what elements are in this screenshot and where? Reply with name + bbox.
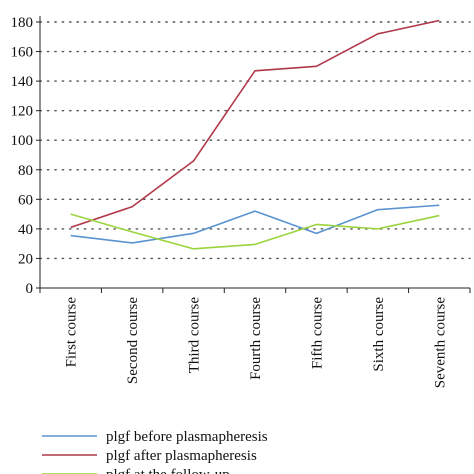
y-tick-label: 160 — [11, 45, 34, 61]
x-tick-label: Second course — [125, 297, 141, 384]
y-tick-label: 80 — [18, 163, 33, 179]
y-tick-label: 20 — [18, 251, 33, 267]
y-tick-label: 0 — [26, 281, 34, 297]
x-tick-label: Third course — [187, 297, 203, 374]
x-tick-label: Fourth course — [248, 297, 264, 380]
legend-label-1: plgf before plasmapheresis — [106, 429, 268, 445]
legend-label-3: plgf at the follow-up — [106, 467, 230, 474]
x-tick-label: Sixth course — [371, 297, 387, 372]
y-tick-label: 60 — [18, 192, 33, 208]
x-tick-label: Fifth course — [309, 297, 325, 369]
axes — [39, 16, 470, 289]
legend-label-2: plgf after plasmapheresis — [106, 448, 257, 464]
x-axis-ticks: First course Second course Third course Fou… — [39, 288, 471, 389]
y-tick-label: 120 — [11, 104, 34, 120]
x-tick-label: First course — [64, 297, 80, 368]
series-lines — [70, 19, 440, 250]
y-tick-label: 180 — [11, 15, 34, 31]
y-tick-label: 140 — [11, 74, 34, 90]
legend: plgf before plasmapheresis plgf after pla… — [42, 429, 268, 474]
y-axis-ticks: 0 20 40 60 80 100 120 140 160 180 — [11, 15, 40, 297]
series-line-1 — [70, 204, 440, 244]
series-line-3 — [70, 213, 440, 250]
series-line-2 — [70, 19, 440, 229]
x-tick-label: Seventh course — [432, 297, 448, 389]
gridlines — [39, 21, 471, 260]
y-tick-label: 100 — [11, 133, 34, 149]
y-tick-label: 40 — [18, 222, 33, 238]
